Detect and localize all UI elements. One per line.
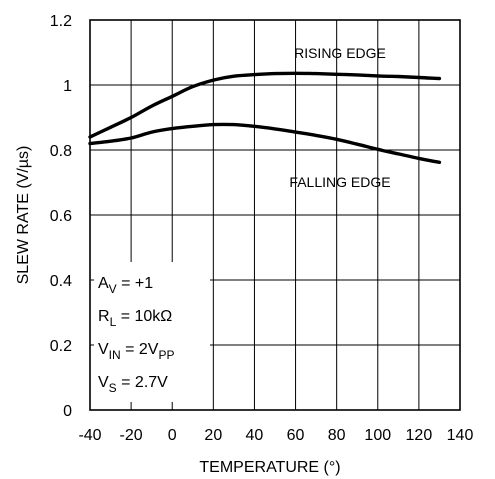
y-tick-label: 0.6: [50, 208, 72, 225]
y-tick-label: 0.8: [50, 143, 72, 160]
conditions-background: [94, 262, 210, 402]
x-tick-label: 20: [204, 427, 222, 444]
condition-line: VS = 2.7V: [98, 374, 168, 395]
x-tick-label: 0: [168, 427, 177, 444]
falling-edge-label: FALLING EDGE: [289, 174, 390, 190]
x-axis-label: TEMPERATURE (°): [199, 459, 340, 476]
y-tick-label: 0: [63, 403, 72, 420]
rising-edge-label: RISING EDGE: [294, 45, 386, 61]
y-tick-label: 1: [63, 78, 72, 95]
y-axis-label: SLEW RATE (V/µs): [15, 146, 32, 285]
x-tick-label: -40: [78, 427, 101, 444]
x-tick-label: -20: [120, 427, 143, 444]
y-tick-label: 1.2: [50, 13, 72, 30]
condition-line: RL = 10kΩ: [98, 308, 172, 329]
x-tick-label: 40: [246, 427, 264, 444]
x-tick-label: 140: [447, 427, 474, 444]
y-tick-label: 0.4: [50, 273, 72, 290]
plot-frame: [89, 19, 461, 411]
condition-line: AV = +1: [98, 275, 153, 296]
x-tick-label: 60: [287, 427, 305, 444]
conditions-box: AV = +1 RL = 10kΩ VIN = 2VPP VS = 2.7V: [94, 262, 210, 402]
falling-edge-curve: [88, 122, 442, 164]
x-tick-label: 100: [364, 427, 391, 444]
series-layer: RISING EDGE FALLING EDGE: [88, 45, 442, 190]
rising-edge-curve: [88, 71, 442, 139]
x-tick-label: 120: [406, 427, 433, 444]
tick-labels: -40 -20 0 20 40 60 80 100 120 140 0 0.2 0.4 0.6 0.8 1 1.…: [50, 13, 474, 444]
condition-line: VIN = 2VPP: [98, 341, 175, 362]
x-tick-label: 80: [328, 427, 346, 444]
y-tick-label: 0.2: [50, 338, 72, 355]
